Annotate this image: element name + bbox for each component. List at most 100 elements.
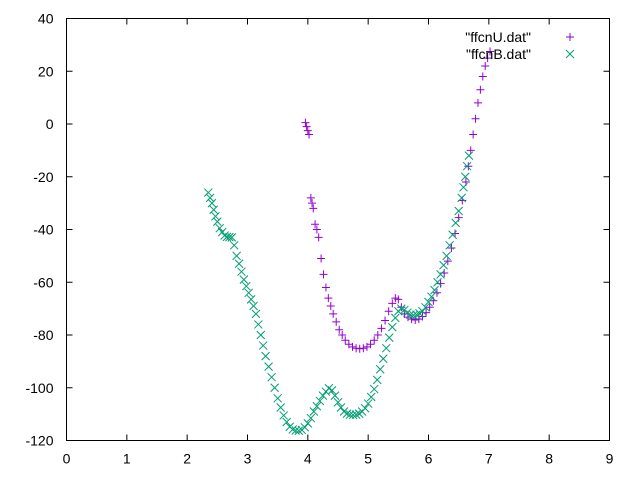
data-point-cross [203,188,213,197]
data-point-cross [436,269,445,279]
x-tick-label: 3 [244,451,252,467]
data-point-cross [351,410,361,420]
data-point-cross [454,206,464,216]
data-point-cross [363,399,373,408]
y-tick-label: -40 [33,222,53,238]
data-point-plus [359,344,368,353]
x-tick-labels: 0 1 2 3 4 5 6 7 8 9 [63,451,614,467]
data-point-plus [471,114,480,123]
legend-marker [565,49,575,59]
data-point-cross [375,364,385,374]
data-point-plus [348,342,357,351]
y-tick-labels: 40 20 0 -20 -40 -60 -80 -100 -120 [25,11,53,449]
x-tick-label: 7 [485,451,493,467]
data-point-cross [225,232,234,242]
data-point-plus [341,336,350,345]
data-point-plus [443,257,452,266]
data-point-cross [232,251,241,261]
data-point-plus [476,85,485,94]
x-tick-label: 0 [63,451,71,467]
data-point-plus [447,243,456,252]
data-point-cross [457,193,467,203]
y-tick-label: 40 [38,11,54,27]
data-point-cross [244,288,254,298]
data-point-plus [314,233,323,242]
data-point-cross [227,233,237,242]
data-point-cross [448,230,457,240]
data-point-plus [309,204,318,213]
data-point-plus [302,122,311,131]
y-tick-label: -100 [25,380,53,396]
data-point-plus [373,331,382,339]
data-point-plus [469,130,478,139]
data-point-plus [324,294,333,303]
data-point-plus [326,301,335,310]
data-point-plus [319,270,328,279]
data-point-cross [427,292,436,302]
data-point-cross [258,341,268,350]
data-point-plus [338,331,347,339]
data-point-plus [451,229,460,238]
data-point-cross [327,386,337,395]
x-tick-label: 8 [545,451,553,467]
x-tick-label: 4 [304,451,312,467]
data-point-cross [369,384,379,394]
x-tick-label: 1 [123,451,131,467]
data-point-plus [464,162,473,171]
legend-label: "ffcnU.dat" [465,29,531,45]
data-point-cross [360,403,370,413]
legend-marker [566,33,574,41]
data-point-plus [483,54,492,63]
data-point-cross [205,193,215,203]
data-point-cross [306,413,316,423]
y-tick-label: -20 [33,169,53,185]
data-point-cross [387,322,397,332]
data-point-cross [460,172,470,182]
data-point-cross [424,297,433,307]
y-tick-label: -80 [33,327,53,343]
data-point-cross [442,251,451,261]
x-tick-label: 2 [183,451,191,467]
data-point-cross [421,302,430,312]
data-point-cross [459,182,468,192]
data-point-plus [486,47,495,56]
data-point-cross [246,295,256,304]
data-point-cross [273,393,283,403]
data-point-cross [342,409,352,418]
data-point-cross [270,383,280,393]
data-point-cross [211,211,220,221]
data-point-cross [384,333,394,342]
data-point-plus [436,279,445,288]
data-point-cross [282,417,292,427]
data-point-plus [466,146,475,155]
data-point-plus [301,118,310,127]
data-point-plus [303,126,312,135]
data-point-cross [445,240,454,250]
x-tick-label: 9 [606,451,614,467]
data-point-plus [384,307,393,316]
data-point-plus [311,220,320,229]
data-point-cross [418,306,427,316]
data-point-cross [234,259,244,269]
data-points [203,47,495,436]
data-point-plus [332,317,341,326]
data-point-cross [366,392,376,402]
data-point-cross [241,281,251,291]
data-point-plus [329,309,338,318]
data-point-cross [381,343,391,353]
data-point-cross [462,161,472,171]
data-point-cross [279,411,289,420]
data-point-cross [251,309,261,319]
data-point-plus [366,340,375,349]
axis-ticks [66,18,610,441]
data-point-cross [288,425,298,434]
data-point-plus [478,72,487,81]
data-point-cross [303,419,313,428]
data-point-plus [370,336,379,345]
data-point-cross [312,401,322,411]
data-point-cross [261,351,270,361]
data-point-cross [396,304,406,313]
data-point-plus [377,324,386,333]
